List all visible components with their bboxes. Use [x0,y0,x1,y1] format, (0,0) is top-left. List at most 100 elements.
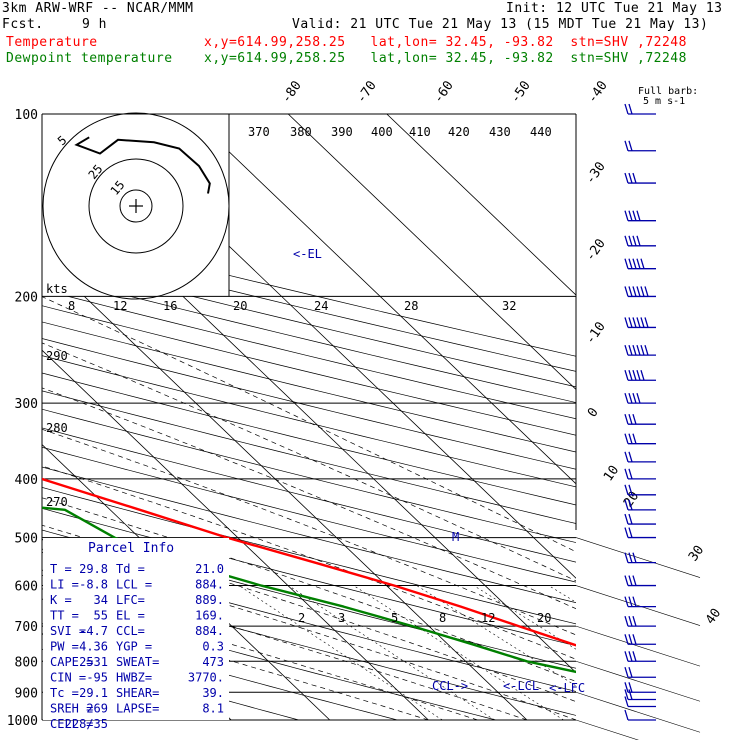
header: 3km ARW-WRF -- NCAR/MMM Init: 12 UTC Tue… [0,0,740,70]
wind-barb-flag [632,370,637,381]
speed-tick-label: 8 [68,299,75,313]
pressure-tick-label: 200 [15,290,38,305]
wind-barb-flag [636,286,641,297]
parcel-key: SHEAR= [116,686,159,700]
dry-adiabat [42,243,576,372]
mixing-ratio-label: 3 [338,611,345,625]
dry-adiabat [42,258,576,388]
wind-barb-flag [628,634,633,645]
pressure-tick-label: 1000 [7,714,38,729]
wind-barb-flag [628,484,633,495]
wind-barb-flag [632,317,637,328]
pressure-tick-label: 400 [15,473,38,488]
dry-adiabat [42,305,576,436]
isotherm-label: -20 [583,236,609,264]
parcel-key: CIN = [50,671,86,685]
parcel-key: LFC= [116,593,145,607]
wind-barb-flag [632,615,637,627]
parcel-key: TT = [50,609,79,623]
mixing-ratio-label: 5 [391,611,398,625]
parcel-key: SVI = [50,624,86,638]
parcel-key: CAPE = [50,655,93,669]
mixing-ratio-label: 8 [439,611,446,625]
hodograph-units: kts [46,282,68,296]
mixing-ratio-label: 12 [481,611,495,625]
wind-barb-flag [624,682,629,693]
wind-barb-flag [624,258,629,269]
parcel-info: Parcel Info T = 29.8 Td = 21.0 LI = -8.8 LCL = 8… [43,538,229,731]
parcel-key: LCL = [116,578,152,592]
wind-barb-flag [636,392,641,404]
wind-barb-flag [624,468,629,480]
wind-barb-flag [628,235,633,246]
wind-barb-flag [624,414,629,425]
wind-barb-flag [640,344,645,356]
dry-adiabat [42,338,576,470]
parcel-value: 889. [195,593,224,607]
wind-barb-flag [640,258,645,269]
isotherm-line [287,114,576,390]
dry-adiabat [42,623,399,720]
mixing-ratio-line [288,585,495,720]
wind-barb-flag [628,667,633,678]
isobar-extension [575,537,701,578]
wind-barb-flag [624,433,629,444]
wind-barb-flag [628,140,633,151]
wind-barb-flag [628,433,633,444]
wind-barb-flag [644,317,649,328]
wind-barb-flag [632,433,637,444]
parcel-key: Td = [116,562,145,576]
isotherm-line [42,255,528,720]
theta-label: 430 [489,125,511,139]
legend-temperature: Temperature [6,35,98,50]
isobar-extension [575,585,701,626]
el-marker: <-EL [293,247,322,261]
isobar-extension [575,660,701,702]
legend-dewpoint: Dewpoint temperature [6,51,173,66]
wind-barb-flag [628,414,633,425]
dry-adiabat [42,508,576,647]
speed-tick-label: 24 [314,299,328,313]
wind-barb-flag [624,140,629,151]
wind-barb-flag [628,513,633,525]
wind-barb-flag [624,451,629,463]
parcel-value: 169. [195,609,224,623]
speed-tick-label: 12 [113,299,127,313]
isotherm-label: 10 [601,463,622,484]
dry-adiabat [42,289,576,420]
theta-label: 410 [409,125,431,139]
theta-label: 370 [248,125,270,139]
wind-barb-flag [624,370,629,381]
parcel-value: 2531 [79,655,108,669]
m-marker: M [452,530,459,544]
wind-barb-flag [632,286,637,297]
wind-barb-flag [632,344,637,356]
theta-label: 380 [290,125,312,139]
dewpoint-location: x,y=614.99,258.25 lat,lon= 32.45, -93.82… [204,51,687,66]
dry-adiabat [42,598,498,720]
theta-label: 420 [448,125,470,139]
wind-barb-flag [624,596,629,607]
parcel-value: 29.1 [79,686,108,700]
wind-barb-flag [636,370,641,381]
wind-barb-flag [624,696,629,707]
parcel-key: K = [50,593,72,607]
wind-barb-flag [628,258,633,269]
pressure-tick-label: 300 [15,397,38,412]
isotherm-label: 40 [703,606,724,627]
wind-barb-flag [628,210,633,221]
isotherm-label: -30 [583,159,609,187]
full-barb-unit: 5 m s-1 [643,96,685,107]
hodograph-ring [42,112,230,300]
parcel-title: Parcel Info [88,541,174,556]
isotherm-label: -70 [354,78,380,106]
wind-barbs [624,103,656,721]
wind-barb-flag [624,317,629,328]
pressure-tick-label: 100 [15,108,38,123]
parcel-value: 0.3 [202,640,224,654]
wind-barb-flag [628,317,633,328]
isotherm-line [386,114,576,296]
wind-barb-flag [632,392,637,404]
